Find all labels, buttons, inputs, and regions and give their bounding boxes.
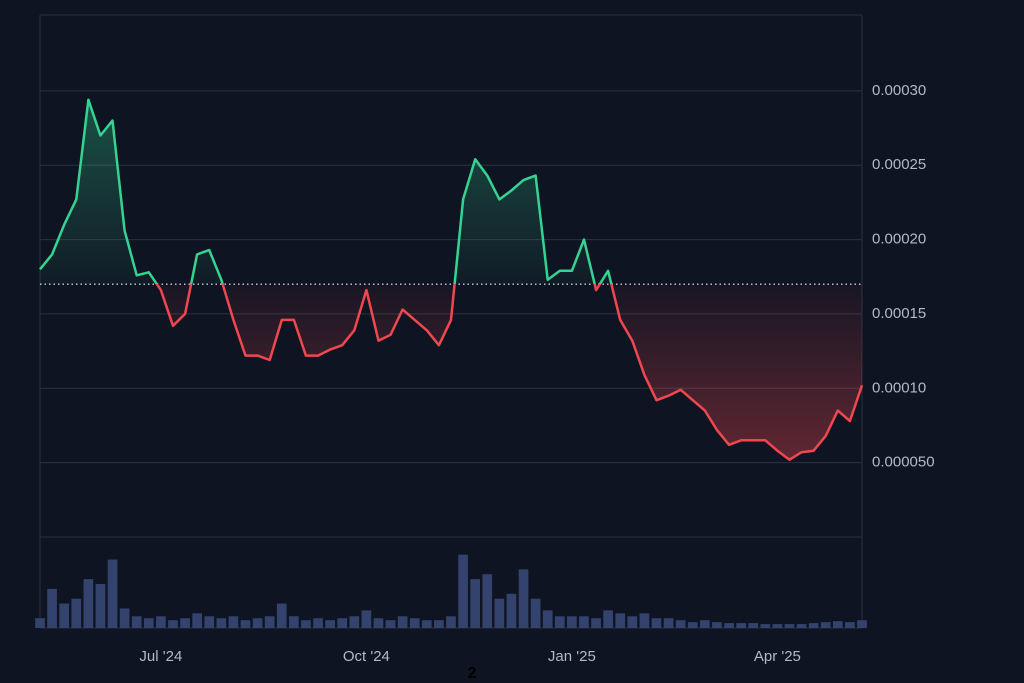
volume-bar <box>35 618 45 628</box>
volume-bar <box>107 559 118 628</box>
volume-bar <box>591 618 601 628</box>
volume-bar <box>470 579 481 628</box>
volume-bar <box>530 598 541 628</box>
volume-bar <box>325 620 335 628</box>
volume-bar <box>421 620 432 628</box>
footnote: 2 <box>468 665 477 682</box>
volume-bar <box>216 618 227 628</box>
y-tick-label: 0.00015 <box>872 305 926 322</box>
x-tick-label: Oct '24 <box>343 648 390 665</box>
volume-bar <box>264 616 275 628</box>
x-tick-label: Jul '24 <box>139 648 182 665</box>
volume-bar <box>71 598 82 628</box>
volume-bar <box>131 616 142 628</box>
volume-bar <box>663 618 674 628</box>
volume-bar <box>252 618 263 628</box>
x-tick-label: Jan '25 <box>548 648 596 665</box>
volume-bar <box>845 622 855 628</box>
y-tick-label: 0.00025 <box>872 156 926 173</box>
volume-bar <box>603 610 613 628</box>
volume-bar <box>313 618 323 628</box>
volume-bar <box>748 623 759 628</box>
volume-bar <box>567 616 577 628</box>
y-tick-label: 0.00030 <box>872 82 926 99</box>
volume-bar <box>119 608 130 628</box>
volume-bar <box>687 622 698 628</box>
volume-bar <box>168 620 178 628</box>
volume-bar <box>857 620 867 628</box>
volume-bar <box>796 624 807 628</box>
volume-bar <box>494 598 505 628</box>
y-tick-label: 0.00020 <box>872 231 926 248</box>
y-tick-label: 0.000050 <box>872 454 935 471</box>
volume-bar <box>712 622 722 628</box>
volume-bar <box>700 620 710 628</box>
volume-bar <box>808 623 819 628</box>
volume-bar <box>554 616 565 628</box>
volume-bar <box>409 618 420 628</box>
volume-bar <box>156 616 166 628</box>
volume-bar <box>579 616 589 628</box>
volume-bar <box>724 623 734 628</box>
volume-bar <box>506 593 517 628</box>
volume-bar <box>397 616 408 628</box>
volume-bar <box>59 603 70 628</box>
volume-bar <box>180 618 190 628</box>
price-line <box>39 98 864 461</box>
volume-bar <box>434 620 444 628</box>
volume-bar <box>639 613 650 628</box>
x-tick-label: Apr '25 <box>754 648 801 665</box>
volume-bar <box>83 579 94 628</box>
volume-bar <box>47 588 57 628</box>
volume-bar <box>95 584 106 628</box>
volume-bar <box>301 620 311 628</box>
area <box>40 99 862 460</box>
volume-bar <box>458 554 468 628</box>
volume-bar <box>772 624 783 628</box>
volume-bar <box>482 574 493 628</box>
volume-bar <box>820 622 831 628</box>
volume-bar <box>373 618 384 628</box>
volume-bar <box>615 613 626 628</box>
volume-bar <box>542 610 553 628</box>
volume-bar <box>651 618 662 628</box>
volume-bar <box>832 621 843 628</box>
volume-bar <box>228 616 239 628</box>
volume-bar <box>192 613 202 628</box>
volume-bar <box>361 610 372 628</box>
volume-bar <box>627 616 638 628</box>
volume-bar <box>760 624 771 628</box>
volume-bar <box>675 620 686 628</box>
volume-bar <box>385 620 396 628</box>
volume-bar <box>204 616 215 628</box>
volume-bar <box>337 618 348 628</box>
volume-bar <box>289 616 299 628</box>
volume-bar <box>240 620 251 628</box>
volume-bar <box>736 623 746 628</box>
volume-bar <box>446 616 456 628</box>
volume-bar <box>518 569 529 628</box>
volume-bar <box>784 624 795 628</box>
volume-bar <box>349 616 360 628</box>
y-tick-label: 0.00010 <box>872 379 926 396</box>
volume-bar <box>143 618 154 628</box>
volume-bar <box>276 603 287 628</box>
